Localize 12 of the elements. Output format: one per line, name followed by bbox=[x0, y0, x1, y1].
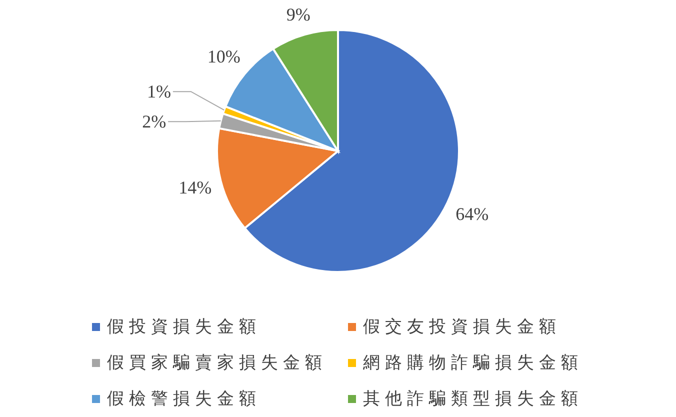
data-label: 2% bbox=[142, 112, 166, 132]
legend-label: 假檢警損失金額 bbox=[107, 389, 261, 409]
legend-label: 假交友投資損失金額 bbox=[363, 317, 561, 337]
legend-label: 假投資損失金額 bbox=[107, 317, 261, 337]
data-label: 14% bbox=[178, 178, 212, 198]
legend-label: 假買家騙賣家損失金額 bbox=[107, 353, 327, 373]
legend-label: 網路購物詐騙損失金額 bbox=[362, 353, 583, 373]
data-label: 64% bbox=[456, 204, 489, 224]
data-label: 10% bbox=[207, 46, 240, 67]
data-label: 1% bbox=[146, 82, 171, 102]
legend-label: 其他詐騙類型損失金額 bbox=[363, 389, 583, 409]
data-label: 9% bbox=[286, 4, 310, 25]
